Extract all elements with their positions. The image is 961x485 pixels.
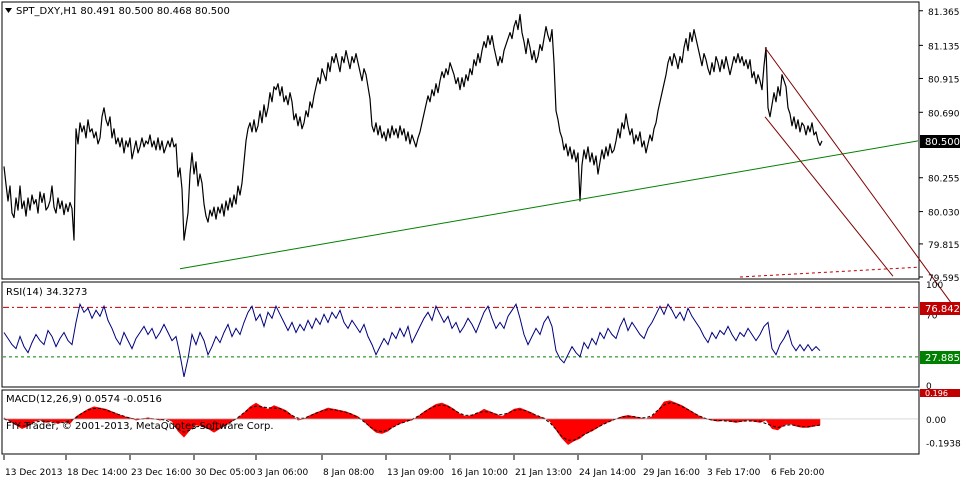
- price-tick-label-1: 81.135: [928, 42, 960, 52]
- price-tick-label-2: 80.915: [928, 75, 960, 85]
- macd-pane-frame: [1, 389, 920, 455]
- support-trendline: [179, 140, 919, 270]
- macd-top-badge: 0.196: [920, 389, 960, 398]
- price-tick-label-7: 79.595: [928, 274, 960, 284]
- rsi-lower-badge: 27.885: [920, 351, 960, 364]
- time-tick-label-9: 24 Jan 14:00: [579, 468, 636, 478]
- time-tick-label-7: 16 Jan 10:00: [451, 468, 508, 478]
- channel-line-2: [764, 116, 894, 277]
- rsi-upper-badge-label: 76.842: [925, 304, 960, 315]
- macd-title: MACD(12,26,9) 0.0574 -0.0516: [6, 394, 162, 405]
- macd-axis: 0.00 -0.1938: [926, 416, 961, 450]
- rsi-layer: [3, 302, 918, 378]
- price-badge-label: 80.500: [925, 137, 960, 148]
- time-axis: 13 Dec 2013 18 Dec 14:00 23 Dec 16:00 30 De…: [3, 455, 825, 478]
- main-pane-frame: [1, 1, 920, 280]
- time-tick-label-0: 13 Dec 2013: [5, 468, 63, 478]
- time-tick-label-8: 21 Jan 13:00: [515, 468, 572, 478]
- rsi-lower-badge-label: 27.885: [925, 353, 960, 364]
- macd-tick-label-0: 0.00: [926, 416, 946, 426]
- time-tick-label-3: 30 Dec 05:00: [195, 468, 256, 478]
- time-tick-label-1: 18 Dec 14:00: [67, 468, 128, 478]
- rsi-series-line: [3, 302, 821, 378]
- rsi-axis: 10070300: [926, 281, 943, 392]
- rsi-tick-label-3: 0: [926, 382, 932, 392]
- time-tick-label-10: 29 Jan 16:00: [643, 468, 700, 478]
- channel-line-1: [764, 47, 959, 313]
- time-tick-label-11: 3 Feb 17:00: [707, 468, 761, 478]
- price-tick-label-6: 79.815: [928, 241, 960, 251]
- price-tick-label-3: 80.690: [928, 109, 960, 119]
- price-axis: 81.365 81.135 80.915 80.690 80.255 80.030 79.8…: [919, 8, 960, 284]
- price-series-line: [3, 13, 823, 241]
- price-tick-label-5: 80.030: [928, 209, 960, 219]
- time-tick-label-6: 13 Jan 09:00: [387, 468, 444, 478]
- rsi-tick-label-1: 70: [926, 311, 938, 321]
- rsi-upper-badge: 76.842: [920, 302, 960, 315]
- copyright-watermark: FIY Trader, © 2001-2013, MetaQuotes Soft…: [6, 421, 274, 432]
- price-tick-label-4: 80.255: [928, 175, 960, 185]
- main-title: SPT_DXY,H1 80.491 80.500 80.468 80.500: [16, 6, 230, 17]
- price-tick-label-0: 81.365: [928, 8, 960, 18]
- main-price-layer: [3, 13, 959, 313]
- macd-layer: [3, 400, 918, 446]
- time-tick-label-5: 8 Jan 08:00: [323, 468, 375, 478]
- rsi-tick-label-0: 100: [926, 281, 943, 291]
- price-badge: 80.500: [920, 135, 960, 148]
- dropdown-arrow-icon[interactable]: [5, 8, 12, 13]
- rsi-title: RSI(14) 34.3273: [6, 287, 87, 298]
- macd-signal-line: [3, 402, 821, 441]
- rsi-pane-frame: [1, 281, 920, 388]
- time-tick-label-4: 3 Jan 06:00: [257, 468, 309, 478]
- time-tick-label-12: 6 Feb 20:00: [771, 468, 825, 478]
- macd-top-badge-label: 0.196: [925, 389, 948, 398]
- time-tick-label-2: 23 Dec 16:00: [131, 468, 192, 478]
- macd-tick-label-1: -0.1938: [926, 440, 961, 450]
- main-title-group: SPT_DXY,H1 80.491 80.500 80.468 80.500: [5, 6, 230, 17]
